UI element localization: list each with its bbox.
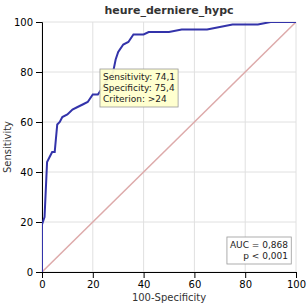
grid-line-x xyxy=(296,22,297,272)
axis-line xyxy=(36,23,43,273)
annotation: AUC = 0,868p < 0,001 xyxy=(227,237,291,264)
marks xyxy=(42,22,296,272)
axis-line xyxy=(43,273,297,279)
tick: 60 xyxy=(189,272,202,290)
tick-mark xyxy=(194,272,195,278)
tick: 100 xyxy=(14,17,42,28)
grid-line-y xyxy=(42,122,296,123)
annotation-line: AUC = 0,868 xyxy=(230,240,288,250)
grid-line-y xyxy=(42,222,296,223)
tick-label: 40 xyxy=(138,279,151,290)
tick-mark xyxy=(296,272,297,278)
tick-mark xyxy=(36,22,42,23)
title: heure_derniere_hypc xyxy=(104,4,233,17)
y-axis-label: Sensitivity xyxy=(2,121,13,173)
tick-label: 100 xyxy=(14,17,33,28)
tick-label: 60 xyxy=(189,279,202,290)
tick-mark xyxy=(245,272,246,278)
tick: 80 xyxy=(239,272,252,290)
tick-label: 0 xyxy=(27,267,33,278)
line xyxy=(42,22,296,272)
tick: 20 xyxy=(87,272,100,290)
x-axis: 0 20 40 60 80 100 xyxy=(39,272,306,290)
annotation-text: Sensitivity: 74,1Specificity: 75,4Criter… xyxy=(103,72,175,104)
annotation-line: Specificity: 75,4 xyxy=(103,83,175,93)
tick-label: 0 xyxy=(39,279,45,290)
annotation-line: p < 0,001 xyxy=(243,251,288,261)
tick-mark xyxy=(36,72,42,73)
tick: 40 xyxy=(20,167,42,178)
tick-label: 20 xyxy=(87,279,100,290)
grid-line-y xyxy=(42,172,296,173)
y-axis: 0 20 40 60 80 100 xyxy=(14,17,43,278)
tick-label: 80 xyxy=(20,67,33,78)
annotation-line: Sensitivity: 74,1 xyxy=(103,72,175,82)
chart-svg: 0 20 40 60 80 100 0 20 40 60 80 100 heure_derniere_h… xyxy=(0,0,308,306)
grid-line-x xyxy=(194,22,195,272)
annotations: Sensitivity: 74,1Specificity: 75,4Criter… xyxy=(100,69,291,264)
tick-mark xyxy=(36,172,42,173)
tick: 80 xyxy=(20,67,42,78)
line xyxy=(42,22,296,272)
x-axis-label: 100-Specificity xyxy=(132,292,206,303)
grid-line-x xyxy=(92,22,93,272)
tick-mark xyxy=(36,222,42,223)
annotation-box xyxy=(227,237,291,264)
grid xyxy=(42,22,296,272)
tick: 40 xyxy=(138,272,151,290)
tick: 20 xyxy=(20,217,42,228)
tick: 0 xyxy=(39,272,45,290)
chart-container: 0 20 40 60 80 100 0 20 40 60 80 100 heure_derniere_h… xyxy=(0,0,308,306)
tick-mark xyxy=(36,272,42,273)
tick-label: 40 xyxy=(20,167,33,178)
tick-mark xyxy=(93,272,94,278)
annotation: Sensitivity: 74,1Specificity: 75,4Criter… xyxy=(100,69,178,107)
tick-label: 100 xyxy=(287,279,306,290)
annotation-line: Criterion: >24 xyxy=(103,94,167,104)
tick-label: 20 xyxy=(20,217,33,228)
grid-line-x xyxy=(245,22,246,272)
grid-line-y xyxy=(42,22,296,23)
annotation-text: AUC = 0,868p < 0,001 xyxy=(230,240,288,261)
annotation-box xyxy=(100,69,178,107)
grid-line-x xyxy=(143,22,144,272)
tick-label: 60 xyxy=(20,117,33,128)
tick-mark xyxy=(36,122,42,123)
tick: 60 xyxy=(20,117,42,128)
tick-label: 80 xyxy=(239,279,252,290)
tick-mark xyxy=(144,272,145,278)
tick: 0 xyxy=(27,267,42,278)
tick: 100 xyxy=(287,272,306,290)
